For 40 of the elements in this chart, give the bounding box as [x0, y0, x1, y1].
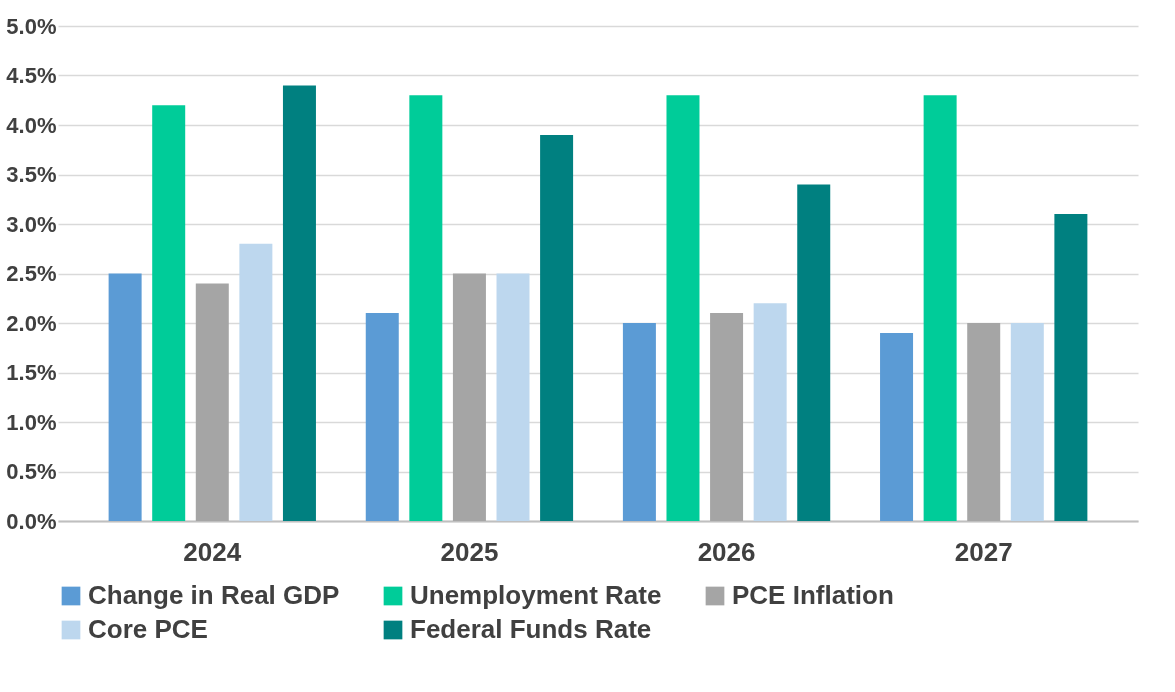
- bar: [1054, 214, 1088, 521]
- bar: [540, 134, 574, 521]
- y-tick-label: 0.5%: [6, 459, 57, 484]
- y-tick-label: 1.5%: [6, 360, 57, 385]
- y-tick-label: 4.5%: [6, 63, 57, 88]
- y-tick-label: 5.0%: [6, 13, 57, 39]
- bar: [753, 303, 787, 521]
- bar: [880, 332, 914, 521]
- bar: [797, 184, 831, 521]
- legend-label: Core PCE: [88, 614, 208, 644]
- y-tick-label: 3.0%: [6, 211, 57, 237]
- y-tick-label: 1.0%: [6, 409, 57, 435]
- y-tick-label: 2.0%: [6, 310, 57, 336]
- y-tick-label: 0.0%: [6, 508, 57, 534]
- bar: [622, 323, 656, 521]
- bar: [282, 85, 316, 521]
- bar: [967, 323, 1001, 521]
- bar: [923, 95, 957, 521]
- legend-label: Federal Funds Rate: [410, 614, 652, 644]
- bar: [108, 273, 142, 521]
- bar: [710, 313, 744, 521]
- x-tick-label: 2027: [954, 536, 1013, 567]
- bar: [666, 95, 700, 521]
- bar: [239, 243, 273, 521]
- x-tick-label: 2025: [440, 536, 499, 567]
- legend-label: Unemployment Rate: [410, 580, 662, 610]
- legend-label: PCE Inflation: [732, 580, 894, 610]
- y-tick-label: 3.5%: [6, 162, 57, 187]
- x-tick-label: 2026: [697, 536, 756, 567]
- bar: [452, 273, 486, 521]
- bar: [365, 313, 399, 521]
- bar: [152, 105, 186, 521]
- bar: [409, 95, 443, 521]
- y-tick-label: 2.5%: [6, 261, 57, 286]
- legend-label: Change in Real GDP: [88, 580, 340, 610]
- bar: [195, 283, 229, 521]
- y-tick-label: 4.0%: [6, 112, 57, 138]
- x-tick-label: 2024: [183, 536, 242, 567]
- bar: [496, 273, 530, 521]
- bar: [1010, 323, 1044, 521]
